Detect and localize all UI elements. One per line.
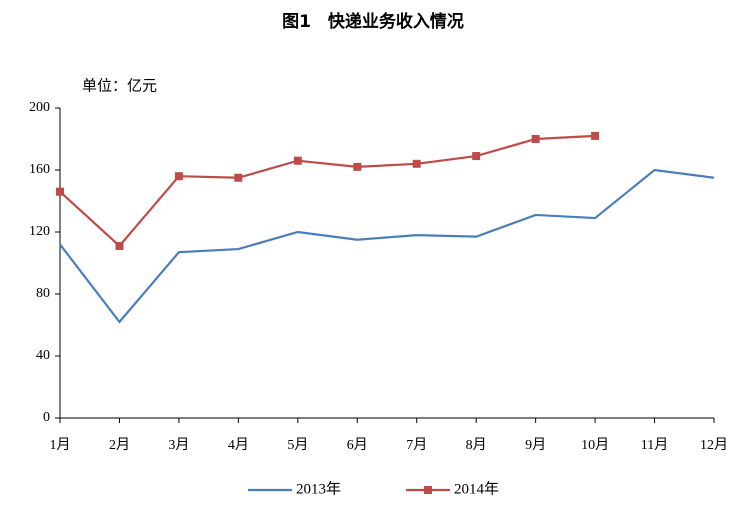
y-tick-label: 40	[36, 348, 50, 363]
y-tick-label: 160	[29, 162, 50, 177]
x-tick-label: 12月	[700, 437, 728, 453]
point-marker	[412, 159, 421, 168]
y-tick-label: 200	[29, 100, 50, 115]
x-tick-label: 9月	[525, 437, 546, 453]
x-tick-label: 10月	[581, 437, 609, 453]
legend-marker	[424, 486, 432, 494]
series-line	[59, 168, 715, 324]
point-marker	[56, 187, 64, 196]
x-tick-label: 7月	[406, 437, 427, 453]
point-marker	[472, 152, 481, 161]
x-tick-label: 6月	[347, 437, 368, 453]
point-marker	[591, 131, 600, 140]
point-marker	[174, 172, 183, 181]
y-tick-label: 120	[29, 224, 50, 239]
x-tick-label: 2月	[109, 437, 130, 453]
x-tick-label: 1月	[50, 437, 71, 453]
x-tick-label: 8月	[466, 437, 487, 453]
x-tick-label: 3月	[168, 437, 189, 453]
point-marker	[234, 173, 243, 182]
series-line	[59, 134, 596, 248]
legend-label: 2013年	[296, 480, 341, 497]
y-unit: 单位：亿元	[82, 77, 157, 95]
y-tick-label: 80	[36, 286, 50, 301]
point-marker	[531, 135, 540, 143]
x-tick-label: 11月	[641, 437, 668, 453]
chart-title: 图1 快递业务收入情况	[282, 11, 464, 32]
legend-label: 2014年	[454, 480, 499, 497]
x-tick-label: 5月	[287, 437, 308, 453]
point-marker	[353, 162, 362, 171]
y-tick-label: 0	[43, 410, 50, 425]
point-marker	[115, 241, 124, 250]
point-marker	[293, 156, 302, 165]
x-tick-label: 4月	[228, 437, 249, 453]
